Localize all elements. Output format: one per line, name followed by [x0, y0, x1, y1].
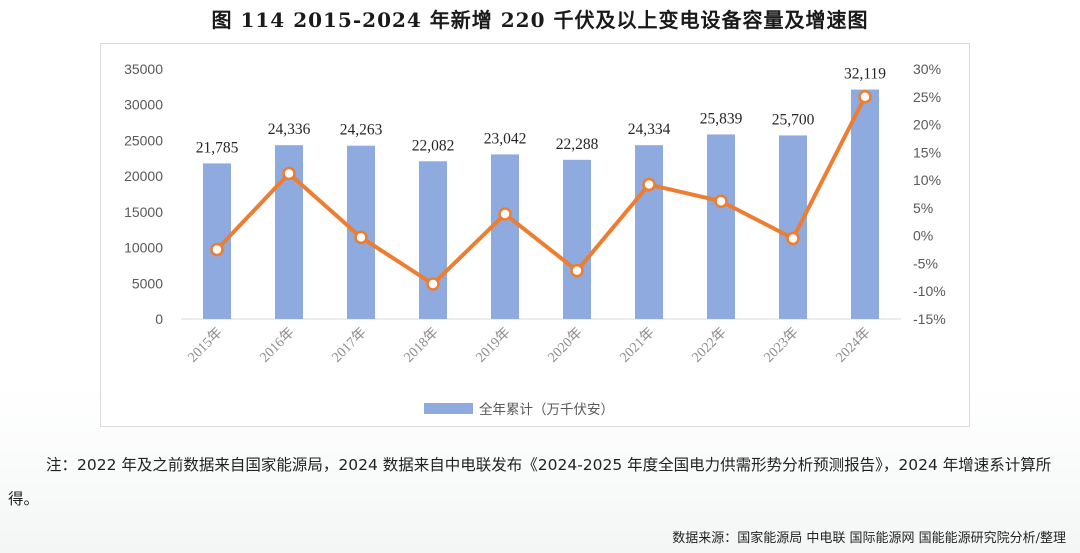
bar-data-label: 21,785: [196, 139, 239, 156]
x-category-label: 2024年: [833, 325, 874, 366]
bar: [707, 134, 735, 319]
y-left-tick-label: 15000: [124, 204, 163, 220]
y-right-tick-label: -10%: [913, 283, 946, 299]
y-left-tick-label: 25000: [124, 132, 163, 148]
figure-note: 注：2022 年及之前数据来自国家能源局，2024 数据来自中电联发布《2024…: [8, 456, 1052, 508]
growth-rate-point: [642, 177, 656, 192]
bar: [563, 159, 591, 319]
x-category-label: 2023年: [761, 325, 802, 366]
bar: [779, 135, 807, 319]
bar-data-label: 23,042: [484, 130, 527, 147]
y-right-tick-label: 0%: [913, 228, 933, 244]
bar: [491, 154, 519, 319]
legend-label: 全年累计（万千伏安）: [479, 401, 614, 418]
bar-data-label: 24,334: [628, 121, 671, 138]
figure-title: 图 114 2015-2024 年新增 220 千伏及以上变电设备容量及增速图: [211, 8, 869, 32]
data-source: 数据来源：国家能源局 中电联 国际能源网 国能能源研究院分析/整理: [672, 531, 1066, 546]
legend-swatch: [424, 403, 473, 414]
y-right-tick-label: 10%: [913, 172, 941, 188]
growth-rate-point: [858, 90, 872, 104]
y-right-tick-label: 20%: [913, 117, 941, 133]
y-left-tick-label: 20000: [124, 168, 163, 184]
growth-rate-point: [786, 231, 800, 246]
x-category-label: 2020年: [545, 325, 586, 366]
bar-line-chart: 0 5000 10000 15000 20000 25000 30000 35000 -15% -…: [124, 61, 946, 418]
growth-rate-point: [570, 263, 584, 278]
x-category-label: 2017年: [329, 325, 370, 366]
bar-data-label: 24,263: [340, 122, 383, 139]
y-left-tick-label: 5000: [132, 275, 163, 291]
growth-rate-point: [426, 277, 440, 291]
bar: [635, 145, 663, 319]
growth-rate-point: [354, 230, 368, 245]
bar-data-label: 22,082: [412, 137, 455, 154]
chart-area: 0 5000 10000 15000 20000 25000 30000 35000 -15% -…: [100, 43, 970, 427]
x-category-label: 2022年: [689, 325, 730, 366]
growth-rate-point: [498, 207, 512, 221]
y-right-tick-label: 30%: [913, 61, 941, 77]
bar-data-label: 22,288: [556, 136, 599, 153]
y-right-tick-label: -5%: [913, 255, 938, 271]
y-right-tick-label: -15%: [913, 311, 946, 327]
bar: [851, 89, 879, 319]
y-right-tick-label: 25%: [913, 89, 941, 105]
growth-rate-point: [714, 194, 728, 208]
x-category-label: 2016年: [257, 325, 298, 366]
y-right-tick-label: 5%: [913, 200, 933, 216]
growth-rate-point: [210, 242, 224, 257]
y-left-tick-label: 30000: [124, 97, 163, 113]
y-left-tick-label: 10000: [124, 240, 163, 256]
x-category-label: 2021年: [617, 325, 658, 366]
growth-rate-line: [215, 95, 867, 286]
bar-data-label: 32,119: [844, 66, 886, 83]
y-left-tick-label: 0: [155, 311, 163, 327]
bar-data-label: 25,839: [700, 110, 743, 127]
y-left-tick-label: 35000: [124, 61, 163, 77]
x-category-label: 2019年: [473, 325, 514, 366]
y-right-tick-label: 15%: [913, 144, 941, 160]
x-category-label: 2015年: [185, 325, 226, 366]
bar-data-label: 25,700: [772, 111, 815, 128]
bar-data-label: 24,336: [268, 121, 311, 138]
x-category-label: 2018年: [401, 325, 442, 366]
bar: [419, 161, 447, 319]
growth-rate-point: [282, 166, 296, 181]
